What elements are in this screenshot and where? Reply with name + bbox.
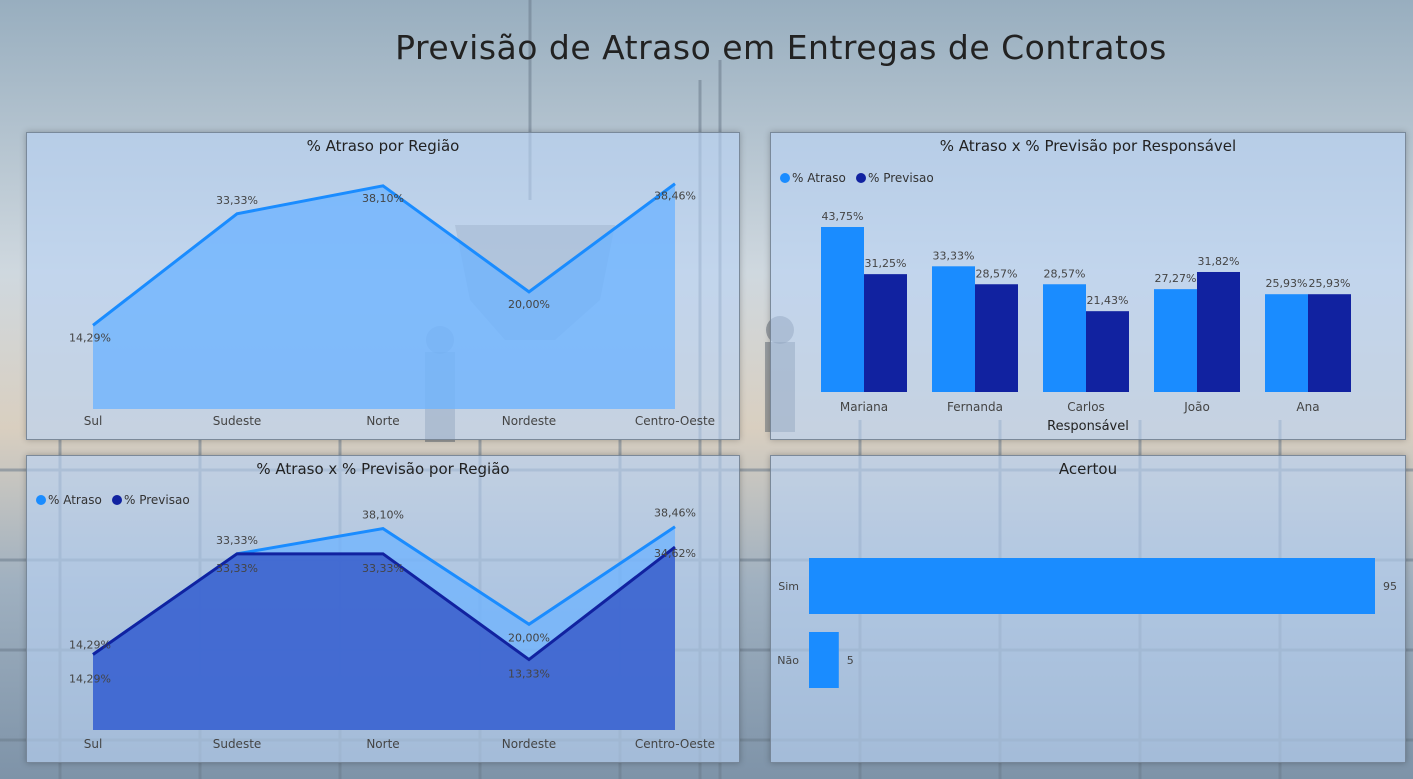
data-label: 43,75% [822, 210, 864, 223]
data-label: 14,29% [69, 638, 111, 651]
x-tick-label: Norte [366, 414, 399, 428]
legend-label: % Atraso [792, 171, 846, 185]
series-line [92, 545, 676, 662]
data-label: 14,29% [69, 672, 111, 685]
area-fill [93, 547, 675, 730]
data-label: 31,25% [865, 257, 907, 270]
x-tick-label: Centro-Oeste [635, 737, 715, 751]
legend-marker [36, 495, 46, 505]
data-label: 27,27% [1155, 272, 1197, 285]
data-label: 13,33% [508, 668, 550, 681]
data-label: 33,33% [362, 562, 404, 575]
x-tick-label: Norte [366, 737, 399, 751]
data-label: 33,33% [216, 534, 258, 547]
x-tick-label: Sul [84, 414, 103, 428]
bar-atraso [932, 266, 975, 392]
x-tick-label: Sul [84, 737, 103, 751]
bar-previsao [975, 284, 1018, 392]
bar-chart: % Atraso % Previsao 43,75% 31,25% Mariana 33,… [780, 171, 1351, 434]
chart-atraso-por-regiao[interactable]: % Atraso por Região 14,29% 33,33% 38,10% 20… [26, 132, 740, 440]
bar-atraso [821, 227, 864, 392]
chart-acertou[interactable]: Acertou Sim 95 Não 5 [770, 455, 1406, 763]
data-label: 33,33% [216, 194, 258, 207]
bar-atraso [1154, 289, 1197, 392]
data-label: 25,93% [1266, 277, 1308, 290]
y-tick-label: Não [777, 654, 799, 667]
area-fill [93, 183, 675, 409]
legend-marker [112, 495, 122, 505]
x-tick-label: Nordeste [502, 414, 556, 428]
x-tick-label: Carlos [1067, 400, 1105, 414]
data-label: 38,46% [654, 190, 696, 203]
area-chart: 14,29% 33,33% 38,10% 20,00% 38,46% Sul Sudeste… [69, 182, 715, 428]
data-label: 20,00% [508, 631, 550, 644]
x-tick-label: Centro-Oeste [635, 414, 715, 428]
bar-previsao [1308, 294, 1351, 392]
x-tick-label: Ana [1296, 400, 1319, 414]
x-tick-label: João [1183, 400, 1210, 414]
data-label: 33,33% [216, 562, 258, 575]
data-label: 14,29% [69, 331, 111, 344]
legend-label: % Previsao [868, 171, 934, 185]
legend-label: % Atraso [48, 493, 102, 507]
x-tick-label: Nordeste [502, 737, 556, 751]
x-tick-label: Sudeste [213, 737, 262, 751]
legend-label: % Previsao [124, 493, 190, 507]
area-chart: % Atraso % Previsao 14,29% 33,33% 38,10% 20,0… [36, 493, 715, 751]
data-label: 38,10% [362, 509, 404, 522]
x-axis-title: Responsável [1047, 419, 1129, 434]
y-tick-label: Sim [778, 580, 799, 593]
data-label: 21,43% [1087, 294, 1129, 307]
data-label: 33,33% [933, 249, 975, 262]
bar-acertou [809, 558, 1375, 614]
horizontal-bar-chart: Sim 95 Não 5 [777, 558, 1397, 688]
bar-atraso [1043, 284, 1086, 392]
chart-atraso-previsao-regiao[interactable]: % Atraso x % Previsão por Região % Atras… [26, 455, 740, 763]
chart-title: % Atraso por Região [306, 137, 460, 155]
chart-atraso-previsao-responsavel[interactable]: % Atraso x % Previsão por Responsável % … [770, 132, 1406, 440]
legend-marker [856, 173, 866, 183]
bar-previsao [864, 274, 907, 392]
data-label: 95 [1383, 580, 1397, 593]
data-label: 28,57% [976, 267, 1018, 280]
data-label: 38,10% [362, 192, 404, 205]
data-label: 31,82% [1198, 255, 1240, 268]
chart-title: % Atraso x % Previsão por Região [256, 460, 510, 478]
data-label: 38,46% [654, 507, 696, 520]
data-label: 28,57% [1044, 267, 1086, 280]
bar-previsao [1197, 271, 1240, 392]
x-tick-label: Mariana [840, 400, 888, 414]
x-tick-label: Fernanda [947, 400, 1003, 414]
bar-atraso [1265, 294, 1308, 392]
page-title: Previsão de Atraso em Entregas de Contra… [395, 28, 1167, 67]
chart-title: % Atraso x % Previsão por Responsável [939, 137, 1237, 155]
data-label: 20,00% [508, 298, 550, 311]
data-label: 5 [847, 654, 854, 667]
x-tick-label: Sudeste [213, 414, 262, 428]
data-label: 25,93% [1309, 277, 1351, 290]
legend-marker [780, 173, 790, 183]
chart-title: Acertou [1058, 460, 1118, 478]
bar-acertou [809, 632, 839, 688]
data-label: 34,62% [654, 547, 696, 560]
series-line [92, 182, 676, 327]
bar-previsao [1086, 311, 1129, 392]
